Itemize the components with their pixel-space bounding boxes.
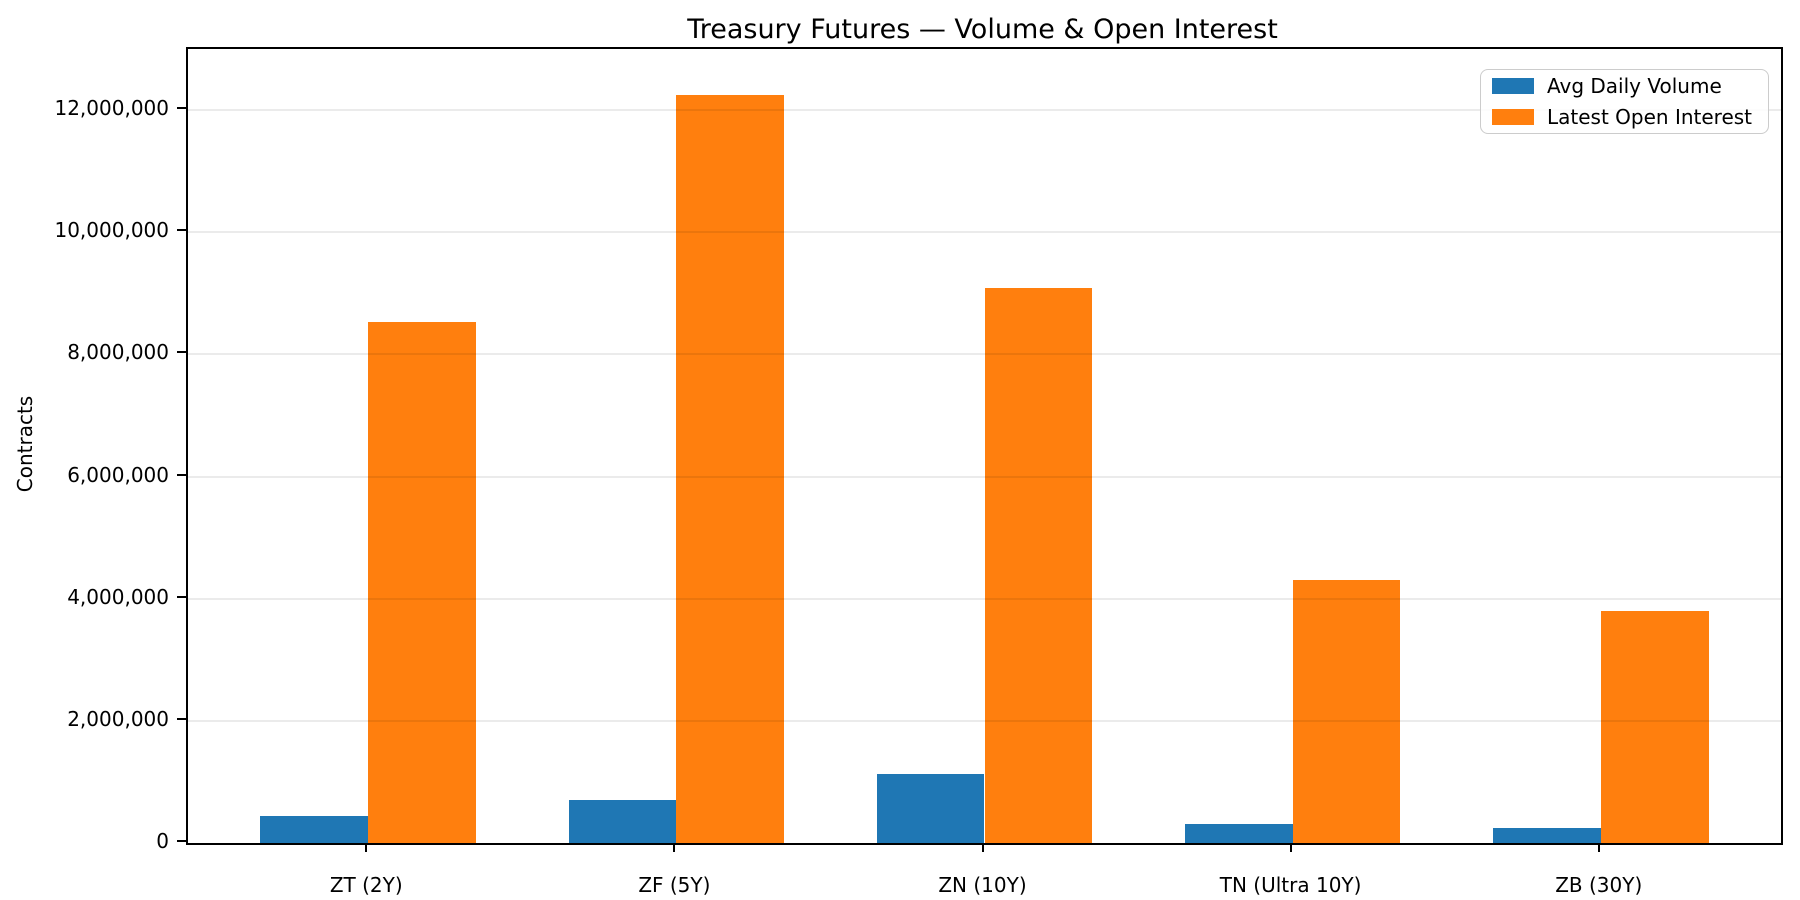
y-tick-label: 0 — [156, 829, 169, 853]
x-tick-label: ZT (2Y) — [329, 873, 403, 897]
gridline — [188, 109, 1781, 112]
bar-volume — [568, 800, 677, 843]
bar-open-interest — [676, 94, 785, 843]
x-tick-label: ZF (5Y) — [638, 873, 711, 897]
y-tick-mark — [177, 840, 186, 842]
bar-volume — [1184, 824, 1293, 843]
x-tick-mark — [673, 843, 676, 852]
legend-item: Avg Daily Volume — [1492, 74, 1768, 98]
gridline — [188, 475, 1781, 478]
bar-open-interest — [368, 322, 477, 843]
y-tick-label: 2,000,000 — [67, 706, 169, 731]
y-tick-mark — [177, 717, 186, 720]
legend-item: Latest Open Interest — [1492, 105, 1768, 129]
y-tick-label: 12,000,000 — [54, 96, 169, 121]
y-tick-mark — [177, 473, 186, 476]
bar-open-interest — [1292, 580, 1401, 843]
x-tick-mark — [1597, 843, 1600, 852]
gridline — [188, 231, 1781, 234]
y-tick-mark — [177, 229, 186, 232]
legend-label: Latest Open Interest — [1547, 105, 1753, 129]
x-tick-label: ZN (10Y) — [938, 873, 1027, 897]
chart-title: Treasury Futures — Volume & Open Interes… — [687, 14, 1278, 45]
legend-swatch-icon — [1492, 109, 1534, 125]
x-tick-mark — [365, 843, 368, 852]
bar-volume — [260, 815, 369, 843]
y-tick-label: 8,000,000 — [67, 340, 169, 365]
legend-swatch-icon — [1492, 78, 1534, 94]
gridline — [188, 597, 1781, 600]
x-tick-mark — [1289, 843, 1292, 852]
y-tick-mark — [177, 107, 186, 110]
legend: Avg Daily Volume Latest Open Interest — [1480, 69, 1769, 134]
y-tick-mark — [177, 595, 186, 598]
legend-label: Avg Daily Volume — [1547, 74, 1722, 98]
x-tick-label: ZB (30Y) — [1555, 873, 1643, 897]
y-tick-mark — [177, 351, 186, 354]
bar-volume — [1492, 827, 1601, 843]
y-tick-label: 10,000,000 — [54, 218, 169, 243]
y-tick-label: 6,000,000 — [67, 462, 169, 487]
x-tick-mark — [981, 843, 984, 852]
bar-open-interest — [1600, 610, 1709, 843]
bar-open-interest — [984, 287, 1093, 843]
gridline — [188, 353, 1781, 356]
plot-area — [186, 47, 1783, 845]
gridline — [188, 719, 1781, 722]
y-tick-label: 4,000,000 — [67, 584, 169, 609]
bar-volume — [876, 773, 985, 843]
x-tick-label: TN (Ultra 10Y) — [1219, 873, 1362, 897]
